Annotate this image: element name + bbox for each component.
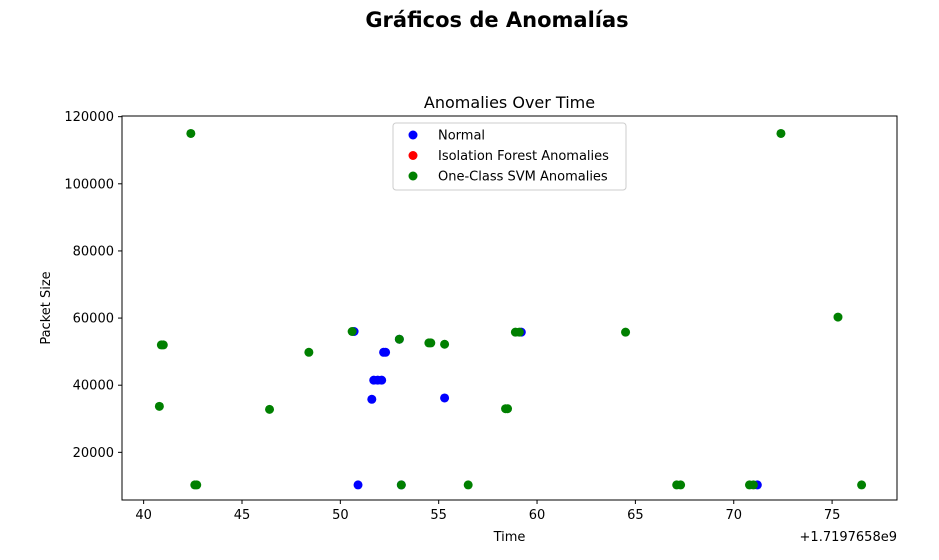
y-tick-label: 100000 [64,177,114,192]
points-layer [154,128,867,490]
x-tick-label: 70 [725,508,742,523]
x-tick-label: 45 [234,508,251,523]
y-axis-ticks: 20000 40000 60000 80000 100000 120000 [64,110,122,461]
data-point-series-2 [158,340,168,350]
data-point-series-2 [833,312,843,322]
data-point-series-2 [621,327,631,337]
data-point-series-2 [347,326,357,336]
data-point-series-2 [857,480,867,490]
data-point-series-2 [440,339,450,349]
y-tick-label: 60000 [73,312,114,327]
x-tick-label: 55 [430,508,447,523]
y-tick-label: 20000 [73,446,114,461]
x-axis-label: Time [493,530,526,545]
data-point-series-2 [192,480,202,490]
plot-frame [121,115,898,501]
legend-marker-series-0 [408,130,418,140]
data-point-series-0 [377,375,387,385]
data-point-series-2 [748,480,758,490]
legend-label-series-2: One-Class SVM Anomalies [438,170,608,185]
data-point-series-2 [503,404,513,414]
data-point-series-2 [463,480,473,490]
chart-title: Anomalies Over Time [424,93,595,112]
legend-label-series-0: Normal [438,129,485,144]
x-tick-label: 50 [332,508,349,523]
y-axis-label: Packet Size [39,271,54,344]
legend-label-series-1: Isolation Forest Anomalies [438,149,609,164]
legend-marker-series-1 [408,151,418,160]
y-tick-label: 120000 [64,110,114,125]
data-point-series-2 [265,404,275,414]
data-point-series-0 [367,394,377,404]
data-point-series-2 [426,338,436,348]
data-point-series-2 [186,128,196,138]
legend: Normal Isolation Forest Anomalies One-Clas… [392,122,627,191]
legend-marker-series-2 [408,171,418,181]
x-tick-label: 60 [529,508,546,523]
data-point-series-2 [154,401,164,411]
x-tick-label: 65 [627,508,644,523]
data-point-series-2 [514,327,524,337]
data-point-series-2 [776,128,786,138]
data-point-series-2 [304,347,314,357]
data-point-series-0 [353,480,363,490]
figure-suptitle: Gráficos de Anomalías [365,8,629,32]
data-point-series-0 [381,347,391,357]
y-tick-label: 40000 [73,379,114,394]
x-axis-ticks: 40 45 50 55 60 65 70 75 [135,500,840,523]
legend-items: Normal Isolation Forest Anomalies One-Clas… [408,129,609,185]
x-tick-label: 75 [824,508,841,523]
data-point-series-2 [676,480,686,490]
data-point-series-0 [440,393,450,403]
legend-frame [392,122,627,191]
data-point-series-2 [394,334,404,344]
x-axis-offset-label: +1.7197658e9 [800,530,897,545]
y-tick-label: 80000 [73,244,114,259]
x-tick-label: 40 [135,508,152,523]
data-point-series-2 [396,480,406,490]
